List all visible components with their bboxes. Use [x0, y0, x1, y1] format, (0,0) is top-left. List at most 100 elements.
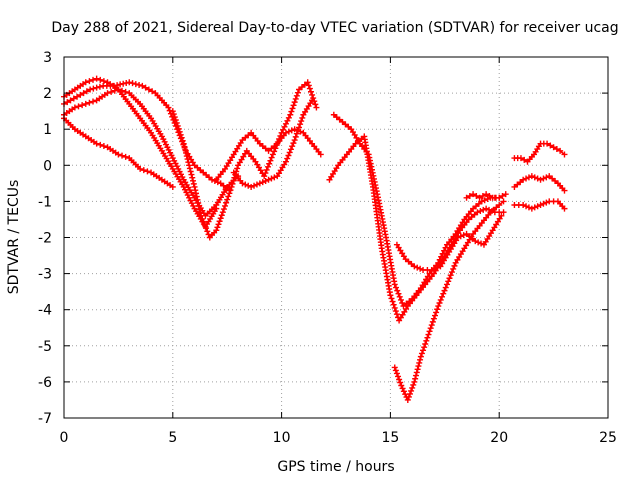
marker [429, 318, 436, 325]
marker [216, 218, 223, 225]
data-point [398, 382, 405, 389]
data-point [496, 202, 503, 209]
marker [284, 155, 291, 162]
marker [195, 200, 202, 207]
data-point [476, 194, 483, 201]
marker [200, 219, 207, 226]
data-point [87, 86, 94, 93]
marker [264, 163, 271, 170]
marker [534, 175, 541, 182]
data-point [528, 205, 535, 212]
marker [307, 88, 314, 95]
x-axis-label: GPS time / hours [277, 459, 394, 475]
marker [479, 192, 486, 199]
marker [229, 180, 236, 187]
marker [193, 193, 200, 200]
marker [396, 376, 403, 383]
marker [183, 149, 190, 156]
series-s9 [326, 133, 507, 324]
data-point [304, 79, 311, 86]
marker [534, 203, 541, 210]
y-tick-label: -4 [38, 303, 52, 319]
marker [406, 390, 413, 397]
data-point [93, 140, 100, 147]
marker [185, 159, 192, 166]
marker [90, 76, 97, 83]
data-point [550, 144, 557, 151]
series-line [63, 88, 239, 218]
marker [122, 153, 129, 160]
marker [397, 296, 404, 303]
data-point [391, 281, 398, 288]
y-tick-label: -1 [38, 194, 52, 210]
marker [440, 290, 447, 297]
marker [262, 170, 269, 177]
marker [181, 143, 188, 150]
marker [540, 200, 547, 207]
marker [393, 370, 400, 377]
marker [174, 122, 181, 129]
data-point [537, 202, 544, 209]
marker [392, 284, 399, 291]
data-point [115, 151, 122, 158]
marker [184, 156, 191, 163]
marker [523, 175, 530, 182]
marker [96, 83, 103, 90]
marker [201, 222, 208, 229]
marker [178, 134, 185, 141]
data-point [82, 79, 89, 86]
series-s2 [61, 86, 242, 219]
marker [421, 344, 428, 351]
marker [460, 232, 467, 239]
marker [540, 175, 547, 182]
marker [424, 334, 431, 341]
marker [245, 182, 252, 189]
marker [175, 125, 182, 132]
marker [129, 80, 136, 87]
data-point [474, 209, 481, 216]
marker [97, 141, 104, 148]
marker [199, 215, 206, 222]
marker [395, 290, 402, 297]
marker [417, 356, 424, 363]
data-point [561, 151, 568, 158]
marker [75, 103, 82, 110]
marker [284, 117, 291, 124]
marker [481, 197, 488, 204]
marker [67, 97, 74, 104]
marker [292, 95, 299, 102]
y-axis-label: SDTVAR / TECUs [6, 180, 22, 295]
marker [431, 265, 438, 272]
marker [288, 127, 295, 134]
marker [290, 140, 297, 147]
marker [280, 126, 287, 133]
marker [531, 204, 538, 211]
data-point [269, 151, 276, 158]
marker [447, 272, 454, 279]
marker [405, 393, 412, 400]
marker [423, 337, 430, 344]
data-point [500, 198, 507, 205]
chart-title: Day 288 of 2021, Sidereal Day-to-day VTE… [51, 20, 618, 36]
marker [394, 287, 401, 294]
data-point [71, 104, 78, 111]
y-tick-label: -3 [38, 267, 52, 283]
marker [293, 130, 300, 137]
marker [285, 152, 292, 159]
marker [525, 174, 532, 181]
marker [397, 379, 404, 386]
marker [253, 181, 260, 188]
marker [196, 206, 203, 213]
marker [448, 269, 455, 276]
marker [189, 174, 196, 181]
data-point [228, 183, 235, 190]
marker [190, 180, 197, 187]
marker [420, 347, 427, 354]
data-point [496, 194, 503, 201]
data-point [520, 202, 527, 209]
series-s12 [511, 140, 568, 165]
marker [79, 102, 86, 109]
marker [309, 91, 316, 98]
marker [195, 203, 202, 210]
